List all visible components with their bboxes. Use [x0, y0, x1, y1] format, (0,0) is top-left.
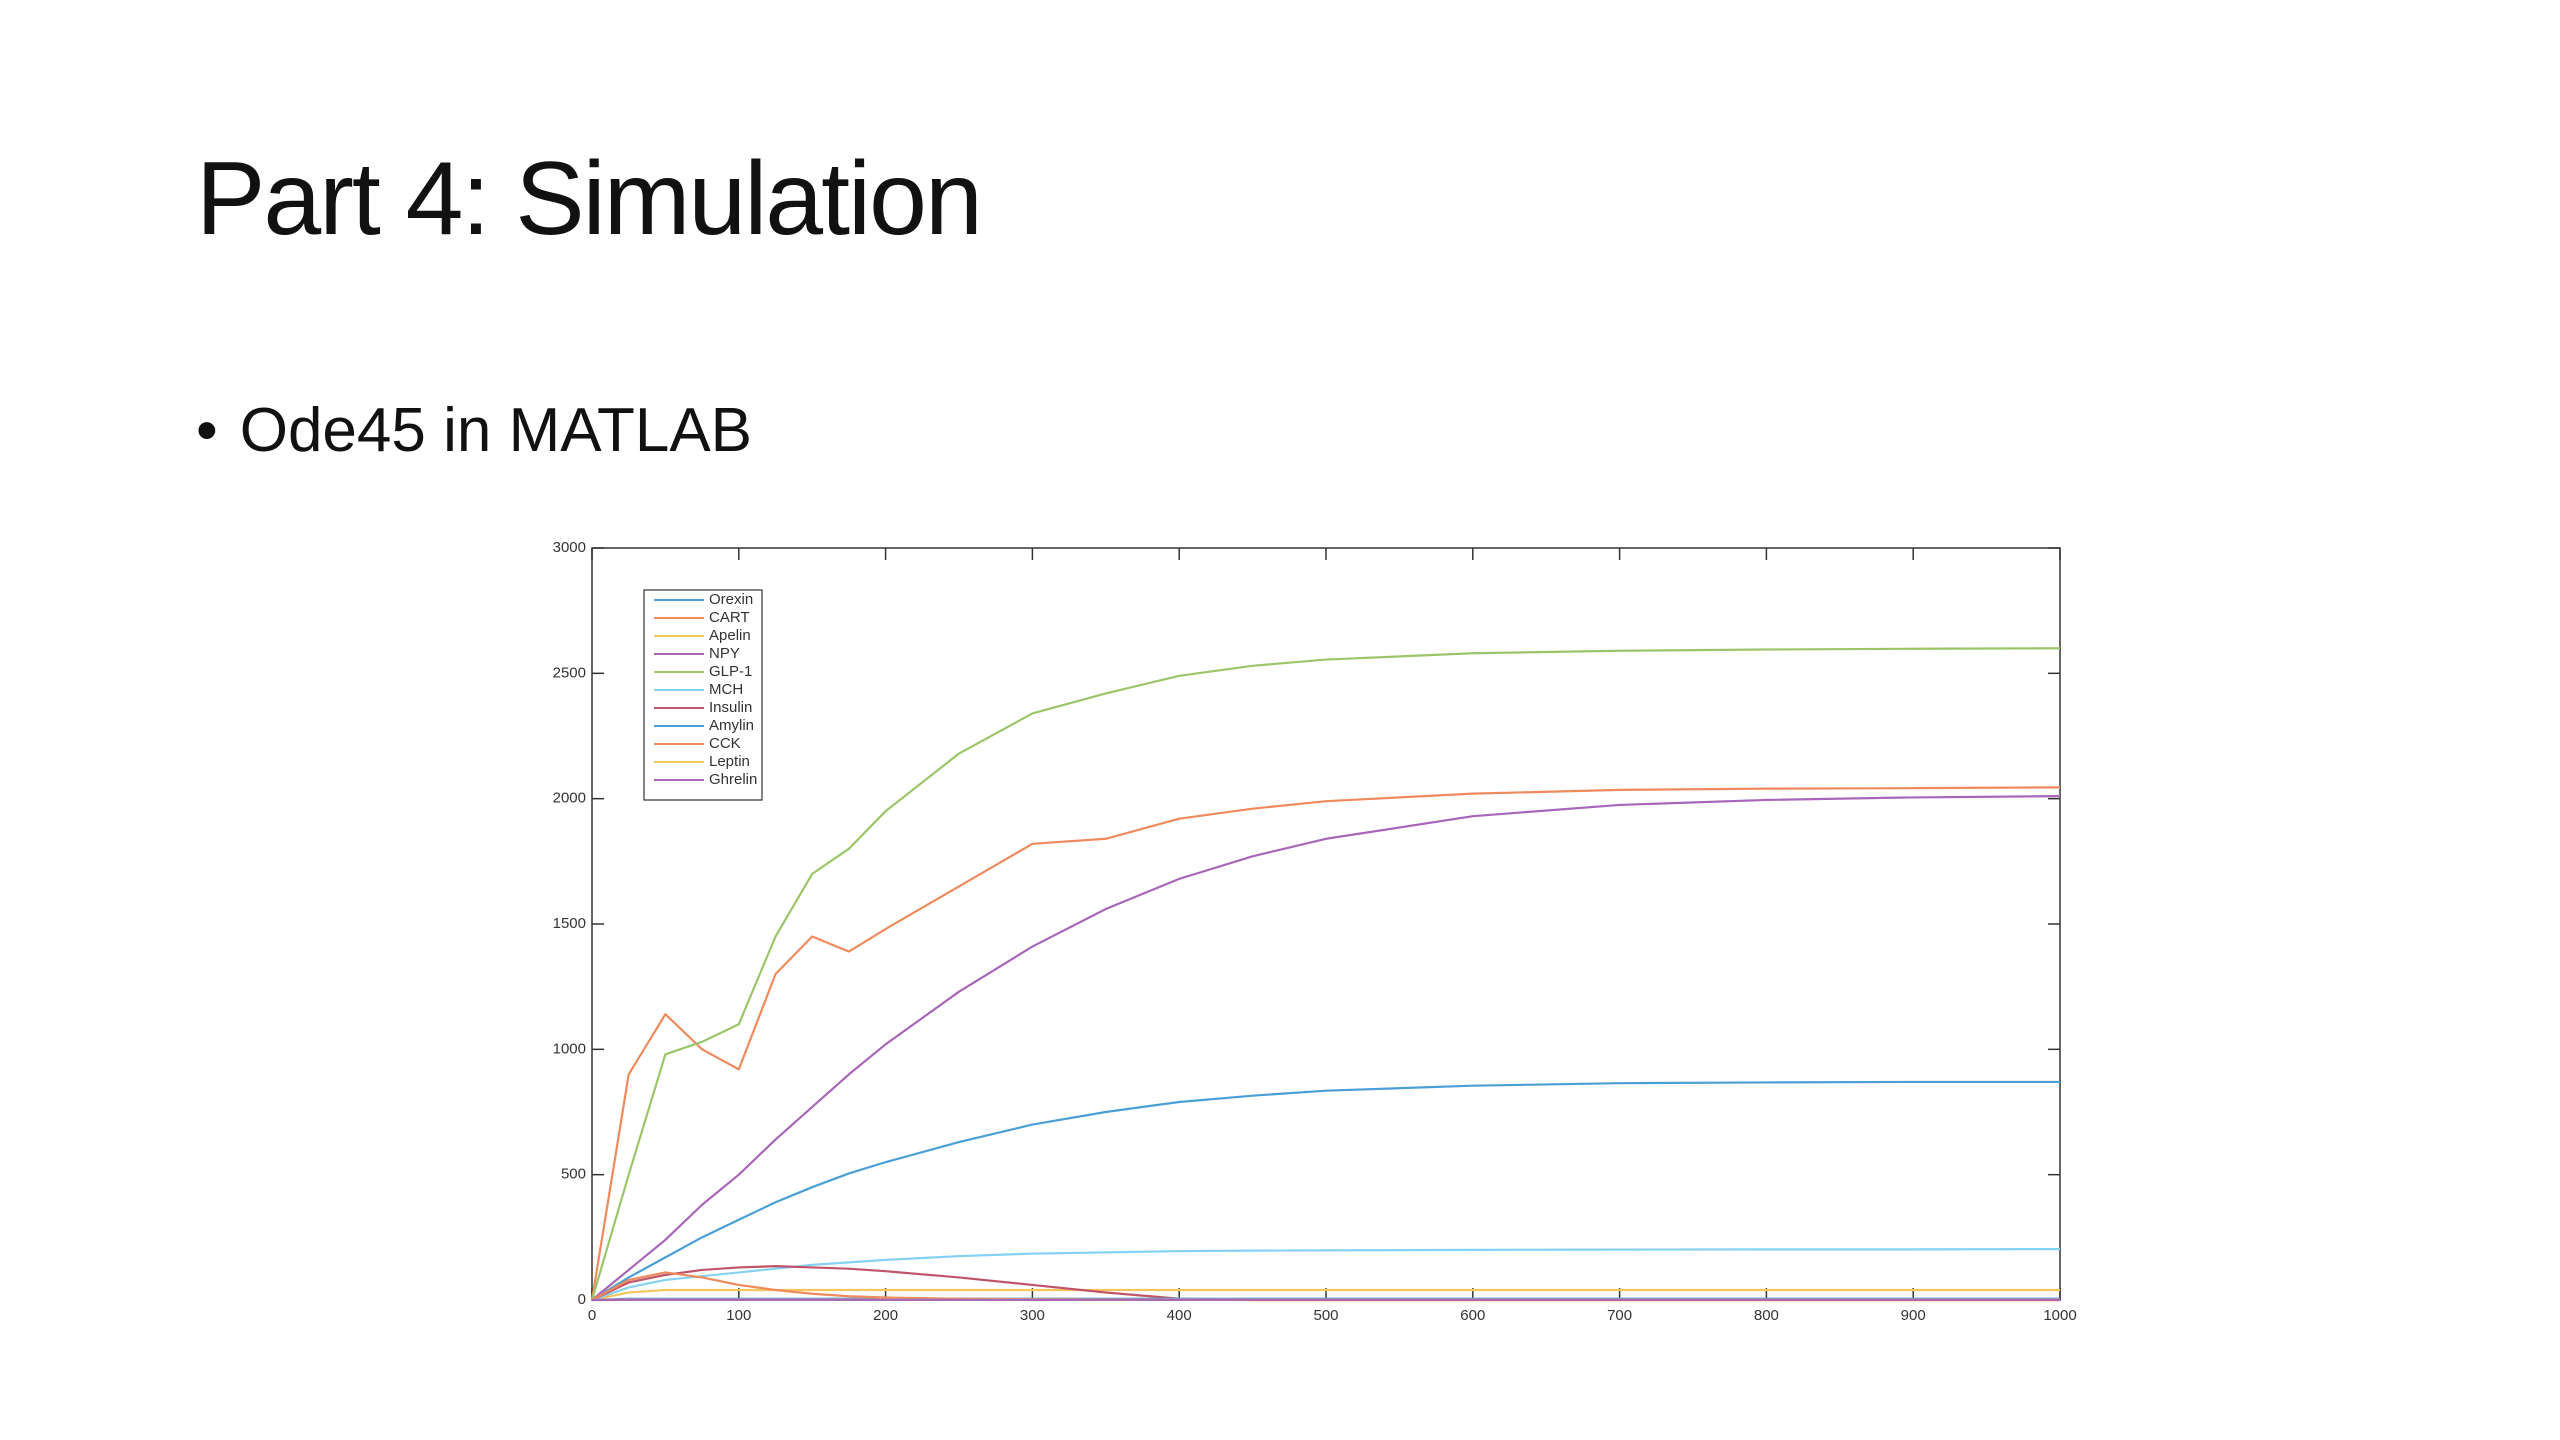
x-tick-label: 700: [1607, 1307, 1632, 1324]
y-tick-label: 2000: [553, 790, 586, 807]
legend-label: Ghrelin: [709, 771, 757, 788]
legend-label: Leptin: [709, 753, 750, 770]
y-tick-label: 500: [561, 1166, 586, 1183]
legend-label: CCK: [709, 735, 741, 752]
x-tick-label: 800: [1754, 1307, 1779, 1324]
x-tick-label: 900: [1901, 1307, 1926, 1324]
legend-label: CART: [709, 609, 750, 626]
legend-label: Orexin: [709, 591, 753, 608]
x-tick-label: 200: [873, 1307, 898, 1324]
x-tick-label: 100: [726, 1307, 751, 1324]
legend-label: Insulin: [709, 699, 752, 716]
legend-box: [643, 589, 763, 801]
slide-title: Part 4: Simulation: [196, 141, 983, 257]
x-tick-label: 400: [1167, 1307, 1192, 1324]
series-line: [591, 795, 2061, 1301]
series-line: [590, 647, 2061, 1301]
series-line: [591, 1248, 2061, 1302]
x-tick-label: 0: [588, 1307, 596, 1324]
bullet: • Ode45 in MATLAB: [196, 396, 753, 465]
y-tick-label: 0: [578, 1291, 586, 1308]
y-tick-label: 1000: [553, 1040, 586, 1057]
series-line: [591, 1288, 2060, 1302]
legend-label: MCH: [709, 681, 743, 698]
y-tick-label: 3000: [553, 539, 586, 556]
legend-label: NPY: [709, 645, 740, 662]
legend-label: Apelin: [709, 627, 751, 644]
series-line: [591, 1080, 2060, 1301]
x-tick-label: 600: [1460, 1307, 1485, 1324]
legend-label: GLP-1: [709, 663, 752, 680]
plot-area: [591, 547, 2061, 1301]
series-line: [590, 786, 2061, 1301]
x-tick-label: 1000: [2043, 1307, 2076, 1324]
y-tick-label: 1500: [553, 915, 586, 932]
legend-label: Amylin: [709, 717, 754, 734]
x-tick-label: 300: [1020, 1307, 1045, 1324]
y-tick-label: 2500: [553, 664, 586, 681]
x-tick-label: 500: [1313, 1307, 1338, 1324]
bullet-text: Ode45 in MATLAB: [239, 396, 753, 465]
